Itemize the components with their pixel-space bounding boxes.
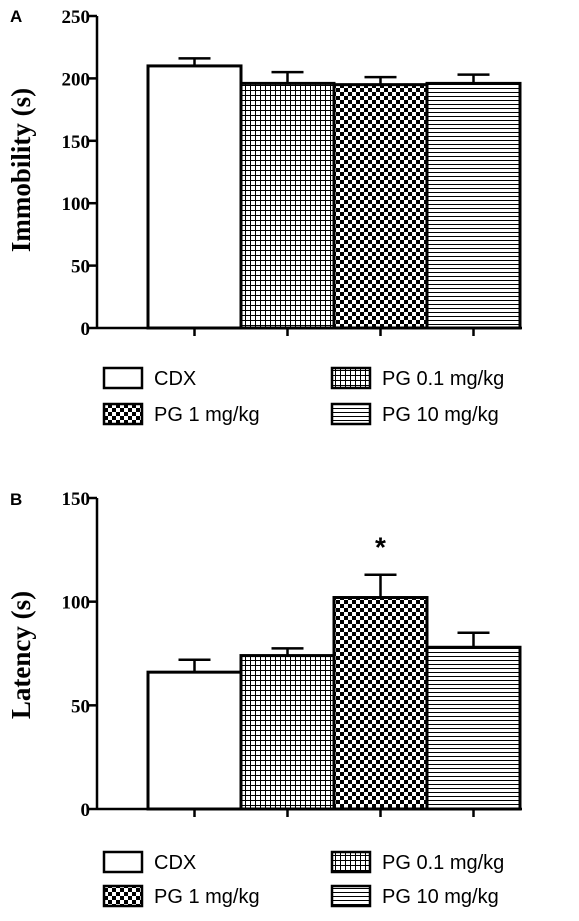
panel-a-chart: A Immobility (s) 0 50 100 150 200 250 CDX PG 0…: [6, 7, 522, 426]
panel-a-bar: [332, 83, 429, 330]
panel-a-y-tick-label: 200: [62, 69, 91, 90]
panel-a-legend-label: CDX: [154, 368, 196, 390]
panel-b-bar: [332, 596, 429, 811]
panel-b-bar: [239, 654, 336, 811]
panel-a-legend: CDX PG 0.1 mg/kg PG 1 mg/kg PG 10 mg/kg: [102, 366, 504, 426]
panel-a-y-tick-label: 250: [62, 7, 91, 28]
panel-a-bar: [425, 81, 522, 330]
panel-a-legend-label: PG 0.1 mg/kg: [382, 368, 504, 390]
panel-b-legend-label: CDX: [154, 852, 196, 874]
panel-b-label: B: [10, 490, 22, 509]
panel-a-y-tick-label: 0: [81, 319, 91, 340]
panel-b-legend: CDX PG 0.1 mg/kg PG 1 mg/kg PG 10 mg/kg: [102, 850, 504, 908]
panel-b-chart: B Latency (s) 0 50 100 150 * CDX PG 0.1 mg/kg…: [6, 489, 522, 908]
panel-a-legend-swatch: [330, 402, 372, 426]
panel-a-label: A: [10, 7, 22, 26]
panel-b-legend-swatch: [330, 850, 372, 874]
panel-a-legend-swatch: [102, 366, 144, 390]
panel-b-legend-swatch: [330, 884, 372, 908]
panel-b-bar: [146, 670, 243, 811]
panel-a-bar: [146, 64, 243, 330]
panel-b-y-tick-label: 50: [71, 696, 90, 717]
panel-a-legend-swatch: [102, 402, 144, 426]
panel-b-legend-label: PG 1 mg/kg: [154, 886, 260, 908]
panel-b-y-tick-label: 100: [62, 593, 91, 614]
panel-a-plot-area: 0 50 100 150 200 250: [62, 7, 522, 340]
panel-b-legend-swatch: [102, 884, 144, 908]
panel-a-bar: [239, 81, 336, 330]
panel-b-significance-marker: *: [375, 532, 386, 563]
panel-b-y-tick-label: 150: [62, 489, 91, 510]
panel-a-legend-label: PG 10 mg/kg: [382, 404, 499, 426]
panel-b-bar: [425, 645, 522, 811]
panel-b-legend-swatch: [102, 850, 144, 874]
panel-a-y-axis-title: Immobility (s): [6, 88, 36, 252]
panel-b-legend-label: PG 0.1 mg/kg: [382, 852, 504, 874]
panel-a-y-tick-label: 50: [71, 257, 90, 278]
panel-a-legend-swatch: [330, 366, 372, 390]
panel-a-y-tick-label: 150: [62, 132, 91, 153]
panel-b-legend-label: PG 10 mg/kg: [382, 886, 499, 908]
panel-a-legend-label: PG 1 mg/kg: [154, 404, 260, 426]
panel-b-y-axis-title: Latency (s): [6, 591, 36, 719]
panel-b-plot-area: 0 50 100 150 *: [62, 489, 522, 821]
panel-b-y-tick-label: 0: [81, 800, 91, 821]
panel-a-y-tick-label: 100: [62, 194, 91, 215]
